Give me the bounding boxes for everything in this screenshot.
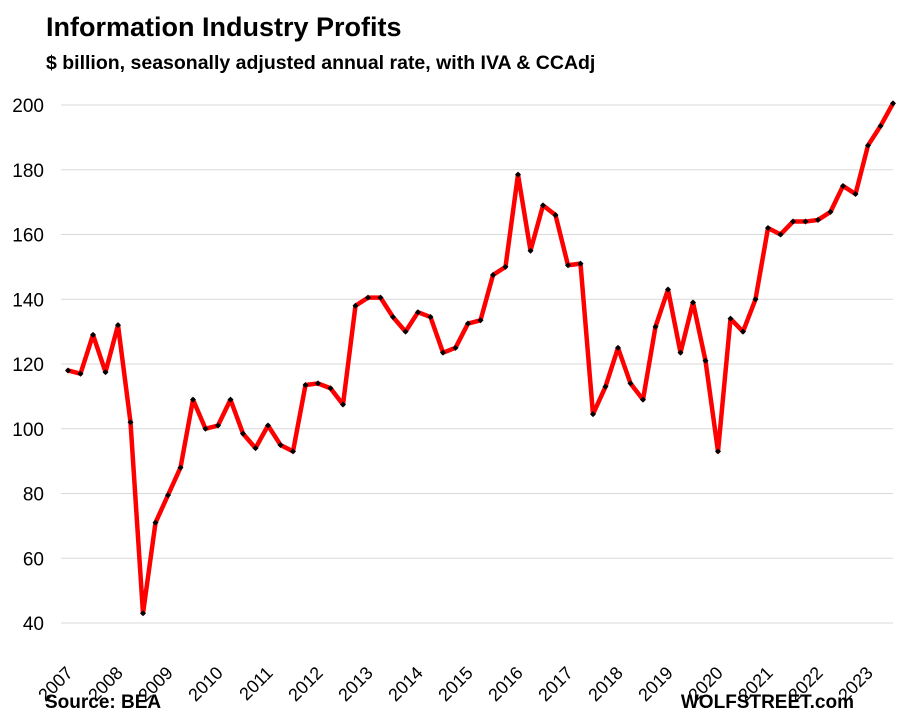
data-point bbox=[602, 383, 609, 390]
data-point bbox=[77, 370, 84, 377]
series-line bbox=[65, 101, 896, 616]
x-tick-label: 2017 bbox=[534, 663, 576, 705]
data-point bbox=[177, 464, 184, 471]
data-point bbox=[777, 231, 784, 238]
data-point bbox=[715, 448, 721, 455]
data-point bbox=[102, 369, 109, 376]
y-tick-label: 140 bbox=[12, 290, 44, 311]
y-tick-label: 80 bbox=[23, 485, 44, 506]
data-point bbox=[152, 519, 159, 526]
data-point bbox=[727, 315, 734, 322]
y-tick-label: 120 bbox=[12, 355, 44, 376]
chart-subtitle: $ billion, seasonally adjusted annual ra… bbox=[46, 52, 596, 74]
data-point bbox=[202, 425, 209, 432]
data-point bbox=[765, 225, 771, 232]
data-point bbox=[190, 396, 196, 403]
data-point bbox=[840, 182, 846, 189]
data-point bbox=[640, 396, 646, 403]
y-tick-label: 200 bbox=[12, 96, 44, 117]
data-point bbox=[565, 262, 571, 269]
profit-series bbox=[65, 101, 896, 616]
x-tick-label: 2016 bbox=[484, 663, 526, 705]
data-point bbox=[477, 317, 484, 324]
x-tick-label: 2013 bbox=[334, 663, 376, 705]
data-point bbox=[427, 314, 434, 321]
data-point bbox=[340, 401, 346, 408]
y-tick-label: 180 bbox=[12, 161, 44, 182]
data-point bbox=[540, 202, 546, 209]
data-point bbox=[790, 218, 796, 225]
data-point bbox=[465, 320, 471, 327]
data-markers bbox=[65, 100, 896, 617]
data-point bbox=[515, 171, 521, 178]
data-point bbox=[740, 328, 746, 335]
data-point bbox=[65, 367, 71, 374]
data-point bbox=[665, 286, 671, 293]
data-point bbox=[802, 218, 809, 225]
x-tick-label: 2019 bbox=[634, 663, 676, 705]
x-tick-label: 2011 bbox=[235, 663, 277, 705]
data-point bbox=[527, 247, 534, 254]
data-point bbox=[315, 380, 321, 387]
y-tick-label: 100 bbox=[12, 420, 44, 441]
data-point bbox=[265, 422, 271, 429]
data-point bbox=[752, 296, 759, 303]
data-point bbox=[627, 380, 634, 387]
data-point bbox=[615, 344, 621, 351]
data-point bbox=[290, 448, 296, 455]
data-point bbox=[90, 331, 96, 338]
source-label: Source: BEA bbox=[45, 692, 162, 713]
data-point bbox=[552, 212, 559, 219]
data-point bbox=[865, 142, 871, 149]
data-point bbox=[890, 100, 896, 107]
data-point bbox=[365, 294, 371, 301]
data-point bbox=[352, 302, 359, 309]
data-point bbox=[590, 411, 596, 418]
y-tick-label: 40 bbox=[23, 614, 44, 635]
data-point bbox=[240, 430, 246, 437]
gridlines bbox=[61, 104, 893, 624]
x-tick-label: 2015 bbox=[434, 663, 476, 705]
x-tick-label: 2010 bbox=[184, 663, 226, 705]
data-point bbox=[577, 260, 584, 267]
x-tick-label: 2014 bbox=[384, 663, 426, 705]
data-point bbox=[815, 216, 821, 223]
data-point bbox=[215, 422, 221, 429]
data-point bbox=[302, 382, 309, 389]
data-point bbox=[390, 314, 396, 321]
data-point bbox=[140, 610, 146, 617]
data-point bbox=[165, 492, 171, 499]
data-point bbox=[852, 191, 859, 198]
data-point bbox=[277, 441, 284, 448]
data-point bbox=[440, 349, 446, 356]
data-point bbox=[227, 396, 234, 403]
chart-title: Information Industry Profits bbox=[46, 12, 402, 42]
data-point bbox=[415, 309, 421, 316]
data-point bbox=[115, 322, 121, 329]
data-point bbox=[327, 385, 334, 392]
data-point bbox=[452, 344, 459, 351]
data-point bbox=[877, 123, 884, 130]
data-point bbox=[402, 328, 409, 335]
data-point bbox=[502, 263, 509, 270]
y-axis: 40 60 80 100 120 140 160 180 200 bbox=[12, 96, 44, 635]
data-point bbox=[127, 419, 134, 426]
data-point bbox=[702, 357, 709, 364]
data-point bbox=[377, 294, 384, 301]
x-tick-label: 2018 bbox=[584, 663, 626, 705]
data-point bbox=[677, 349, 684, 356]
data-point bbox=[252, 445, 259, 452]
data-point bbox=[652, 323, 659, 330]
y-tick-label: 60 bbox=[23, 549, 44, 570]
data-point bbox=[490, 271, 496, 278]
data-point bbox=[690, 299, 696, 306]
y-tick-label: 160 bbox=[12, 226, 44, 247]
brand-label: WOLFSTREET.com bbox=[680, 692, 854, 713]
data-point bbox=[827, 208, 834, 215]
x-tick-label: 2012 bbox=[284, 663, 326, 705]
